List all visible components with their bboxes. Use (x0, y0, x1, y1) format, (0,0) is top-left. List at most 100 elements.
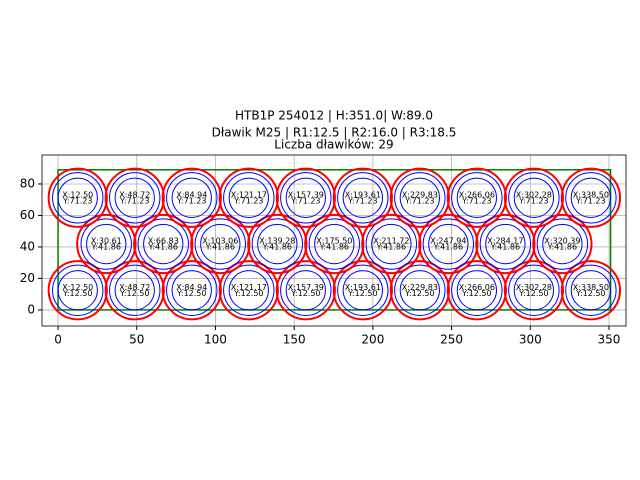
inner-circle (342, 270, 383, 311)
outer-circle (332, 260, 393, 321)
inner-circle (285, 177, 326, 218)
outer-circle (190, 213, 251, 275)
circle-y-label: Y:41.86 (376, 243, 406, 252)
y-tick-label: 0 (27, 302, 35, 316)
outer-circle (47, 260, 108, 321)
circle-x-label: X:103.06 (202, 237, 238, 246)
outer-circle (446, 260, 507, 321)
middle-circle (422, 218, 475, 270)
circle-y-label: Y:41.86 (547, 243, 577, 252)
circle-x-label: X:320.39 (544, 237, 580, 246)
outer-circle (332, 167, 393, 228)
circle-y-label: Y:71.23 (404, 196, 434, 205)
circle-x-label: X:229.83 (402, 283, 438, 292)
x-tick-label: 350 (598, 333, 621, 347)
outer-circle (475, 213, 536, 275)
circle-y-label: Y:71.23 (575, 196, 605, 205)
inner-circle (513, 177, 555, 218)
circle-y-label: Y:12.50 (461, 289, 491, 298)
x-tick-label: 50 (129, 333, 144, 347)
middle-circle (52, 264, 104, 316)
y-tick-label: 80 (20, 176, 35, 190)
middle-circle (394, 264, 446, 316)
outer-circle (560, 260, 622, 321)
circle-y-label: Y:71.23 (290, 196, 320, 205)
outer-circle (161, 260, 222, 321)
inner-circle (342, 177, 383, 218)
inner-circle (200, 223, 241, 265)
circle-x-label: X:66.83 (148, 237, 179, 246)
circle-y-label: Y:12.50 (62, 289, 92, 298)
x-tick-label: 200 (361, 333, 384, 347)
inner-circle (485, 223, 526, 265)
circle-x-label: X:84.94 (176, 283, 207, 292)
boundary-rect (57, 169, 612, 311)
middle-circle (337, 172, 389, 224)
inner-circle (513, 270, 555, 311)
inner-circle (228, 177, 269, 218)
outer-circle (304, 213, 365, 275)
circle-x-label: X:338.50 (573, 190, 609, 199)
circle-x-label: X:121.17 (231, 190, 267, 199)
x-tick-label: 150 (283, 333, 306, 347)
circle-y-label: Y:41.86 (490, 243, 520, 252)
circle-x-label: X:12.50 (62, 283, 93, 292)
outer-circle (218, 167, 279, 228)
middle-circle (565, 172, 617, 224)
chart-title: HTB1P 254012 | H:351.0| W:89.0 (235, 109, 433, 123)
inner-circle (257, 223, 298, 265)
middle-circle (479, 218, 532, 270)
middle-circle (166, 172, 218, 224)
middle-circle (565, 264, 617, 316)
outer-circle (247, 213, 308, 275)
circle-y-label: Y:71.23 (176, 196, 206, 205)
middle-circle (194, 218, 246, 270)
inner-circle (456, 270, 498, 311)
outer-circle (275, 260, 336, 321)
inner-circle (285, 270, 326, 311)
middle-circle (280, 264, 332, 316)
inner-circle (171, 177, 212, 218)
inner-circle (371, 223, 412, 265)
circle-y-label: Y:41.86 (262, 243, 292, 252)
middle-circle (166, 264, 218, 316)
circle-x-label: X:302.28 (516, 190, 552, 199)
y-tick-label: 60 (20, 208, 35, 222)
outer-circle (104, 260, 165, 321)
circle-x-label: X:175.50 (316, 237, 352, 246)
circle-x-label: X:193.61 (345, 190, 381, 199)
circle-x-label: X:121.17 (231, 283, 267, 292)
circle-y-label: Y:12.50 (575, 289, 605, 298)
outer-circle (503, 167, 565, 228)
outer-circle (503, 260, 565, 321)
middle-circle (109, 172, 161, 224)
circle-x-label: X:229.83 (402, 190, 438, 199)
outer-circle (47, 167, 108, 228)
circle-y-label: Y:41.86 (148, 243, 178, 252)
circle-y-label: Y:71.23 (347, 196, 377, 205)
circle-x-label: X:193.61 (345, 283, 381, 292)
circle-y-label: Y:41.86 (433, 243, 463, 252)
circle-y-label: Y:12.50 (233, 289, 263, 298)
middle-circle (536, 218, 589, 270)
circle-x-label: X:157.39 (288, 283, 324, 292)
circle-y-label: Y:71.23 (62, 196, 92, 205)
outer-circle (560, 167, 622, 228)
circle-x-label: X:157.39 (288, 190, 324, 199)
circle-y-label: Y:12.50 (347, 289, 377, 298)
middle-circle (109, 264, 161, 316)
outer-circle (161, 167, 222, 228)
middle-circle (451, 264, 503, 316)
circle-y-label: Y:41.86 (319, 243, 349, 252)
circle-x-label: X:139.28 (259, 237, 295, 246)
inner-circle (428, 223, 469, 265)
outer-circle (361, 213, 422, 275)
circle-x-label: X:30.61 (91, 237, 122, 246)
circle-x-label: X:48.72 (119, 283, 150, 292)
middle-circle (52, 172, 104, 224)
middle-circle (137, 218, 189, 270)
chart-title: Dławik M25 | R1:12.5 | R2:16.0 | R3:18.5 (212, 126, 457, 140)
circle-y-label: Y:12.50 (518, 289, 548, 298)
plot-frame (41, 154, 627, 327)
